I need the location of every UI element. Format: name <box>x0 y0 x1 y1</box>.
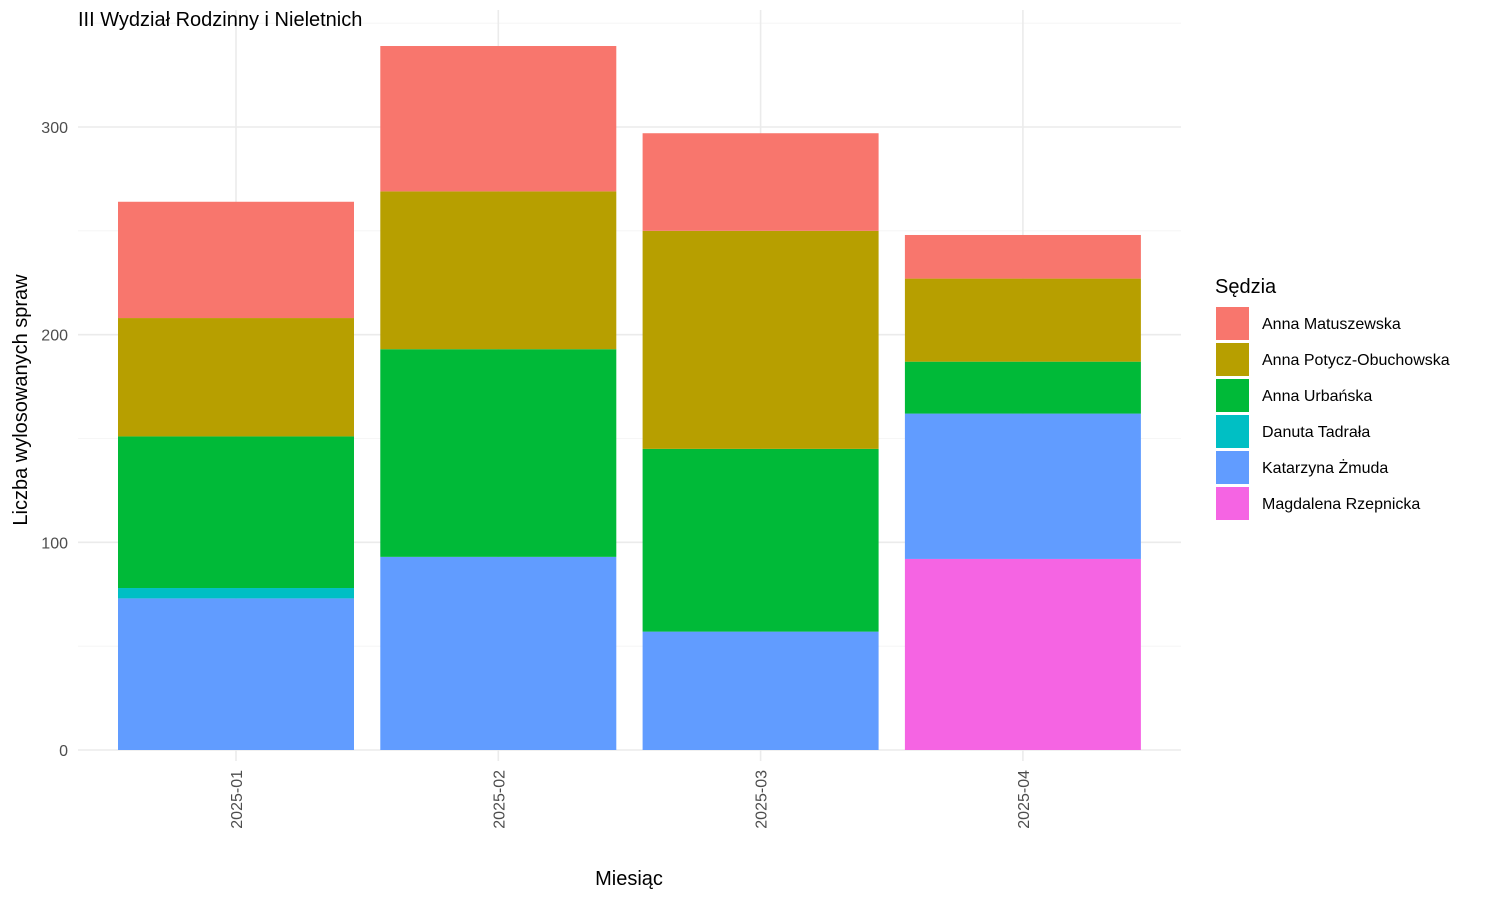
legend-key <box>1216 379 1249 412</box>
y-tick-label: 100 <box>41 535 68 552</box>
x-axis-title: Miesiąc <box>595 868 663 890</box>
bar-segment <box>904 558 1141 750</box>
legend: Sędzia Anna Matuszewska Anna Potycz-Obuch… <box>1215 276 1450 520</box>
y-tick-label: 200 <box>41 328 68 345</box>
legend-key <box>1216 487 1249 520</box>
legend-key <box>1216 451 1249 484</box>
legend-label: Danuta Tadrała <box>1262 424 1370 441</box>
bar-segment <box>904 278 1141 362</box>
bar-segment <box>380 556 617 750</box>
legend-label: Anna Potycz-Obuchowska <box>1262 352 1450 369</box>
bar-segment <box>642 448 879 632</box>
bar-segment <box>118 436 354 589</box>
legend-key <box>1216 307 1249 340</box>
legend-label: Anna Urbańska <box>1262 388 1372 405</box>
bar-segment <box>118 201 354 319</box>
bar-segment <box>642 230 879 449</box>
legend-label: Anna Matuszewska <box>1262 316 1401 333</box>
y-tick-label: 0 <box>59 743 68 760</box>
bar-segment <box>904 361 1141 414</box>
legend-key <box>1216 343 1249 376</box>
x-tick-label: 2025-04 <box>1016 770 1033 829</box>
y-axis-title: Liczba wylosowanych spraw <box>10 274 32 526</box>
y-tick-label: 300 <box>41 120 68 137</box>
x-tick-label: 2025-02 <box>491 770 508 829</box>
legend-label: Magdalena Rzepnicka <box>1262 496 1420 513</box>
bar-segment <box>380 349 617 557</box>
bar-segment <box>642 631 879 750</box>
x-axis-ticks: 2025-01 2025-02 2025-03 2025-04 <box>229 770 1033 829</box>
bar-segment <box>118 588 354 599</box>
bar-segment <box>118 598 354 750</box>
bar-segment <box>642 133 879 231</box>
legend-key <box>1216 415 1249 448</box>
bar-segment <box>380 46 617 192</box>
x-tick-label: 2025-03 <box>754 770 771 829</box>
bar-segment <box>904 413 1141 559</box>
y-axis-ticks: 0 100 200 300 <box>41 120 68 760</box>
bar-segment <box>904 234 1141 279</box>
x-tick-label: 2025-01 <box>229 770 246 829</box>
bars <box>118 46 1141 750</box>
legend-title: Sędzia <box>1215 276 1277 298</box>
bar-segment <box>380 191 617 350</box>
chart-title: III Wydział Rodzinny i Nieletnich <box>78 9 362 31</box>
legend-label: Katarzyna Żmuda <box>1262 458 1388 477</box>
bar-segment <box>118 318 354 437</box>
